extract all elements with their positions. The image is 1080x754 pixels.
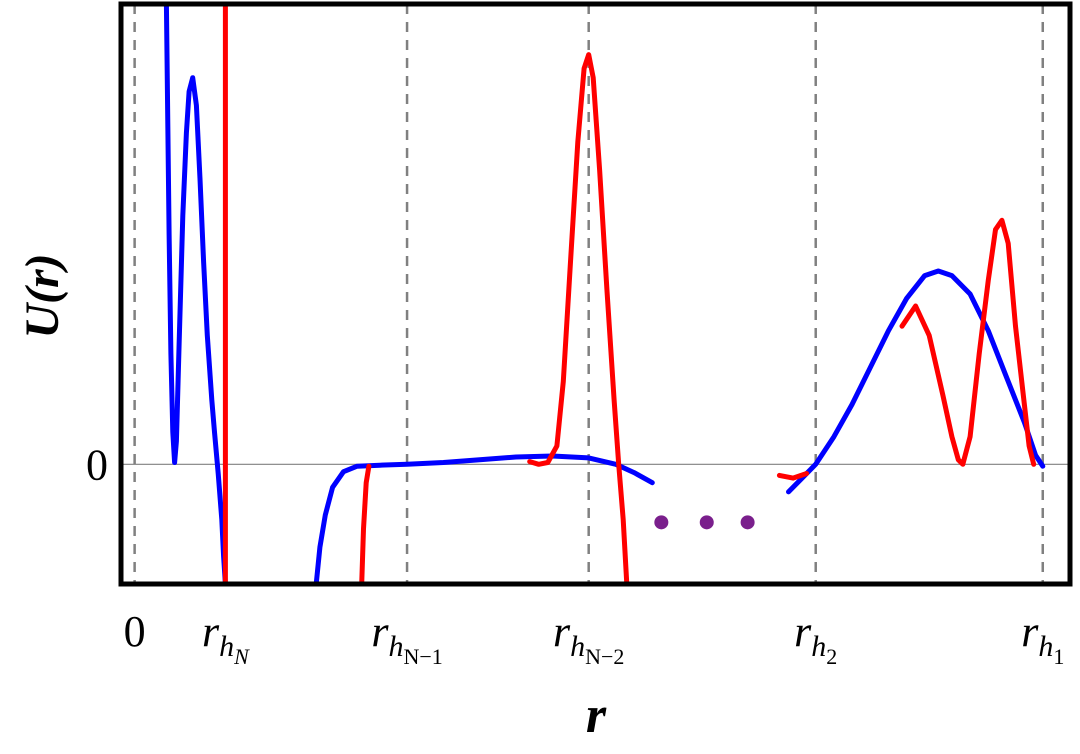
series-layer bbox=[163, 4, 1046, 584]
series-red-segment-5 bbox=[899, 217, 1037, 467]
series-red-segment-4 bbox=[776, 471, 810, 481]
series-blue-segment-1 bbox=[163, 4, 228, 584]
x-tick-label-rh2: rh2 bbox=[794, 607, 837, 669]
x-tick-labels: 0 rhN rhN−1 rhN−2 rh2 rh1 bbox=[124, 607, 1065, 669]
ellipsis-dots bbox=[654, 515, 755, 530]
x-tick-label-rhN1: rhN−1 bbox=[371, 607, 442, 669]
x-tick-label-rhN: rhN bbox=[202, 607, 250, 669]
ellipsis-dot-2 bbox=[699, 515, 714, 530]
x-tick-label-zero: 0 bbox=[124, 607, 146, 656]
series-red-segment-2 bbox=[359, 463, 372, 584]
x-tick-label-rhN2: rhN−2 bbox=[553, 607, 624, 669]
ellipsis-dot-1 bbox=[654, 515, 669, 530]
x-tick-label-rh1: rh1 bbox=[1021, 607, 1064, 669]
series-blue-segment-2 bbox=[313, 453, 655, 584]
y-axis-label: U(r) bbox=[16, 253, 69, 338]
series-red-segment-3 bbox=[527, 52, 630, 584]
plot-frame bbox=[118, 1, 1073, 587]
x-axis-label: r bbox=[586, 687, 607, 744]
ellipsis-dot-3 bbox=[740, 515, 755, 530]
plot-area bbox=[163, 4, 1046, 584]
y-tick-label-zero: 0 bbox=[86, 440, 108, 489]
series-blue-segment-3 bbox=[786, 268, 1046, 495]
